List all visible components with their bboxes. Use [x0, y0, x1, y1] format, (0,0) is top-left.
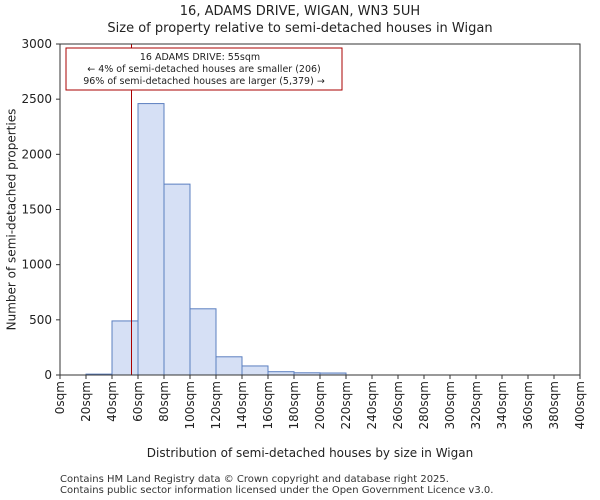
- x-tick-label: 120sqm: [209, 381, 223, 429]
- x-tick-label: 260sqm: [391, 381, 405, 429]
- x-axis-label: Distribution of semi-detached houses by …: [147, 446, 473, 460]
- x-tick-label: 380sqm: [547, 381, 561, 429]
- x-tick-label: 240sqm: [365, 381, 379, 429]
- bar-140sqm: [241, 365, 269, 376]
- x-tick-label: 0sqm: [53, 381, 67, 414]
- bar-80sqm: [163, 183, 191, 376]
- y-axis: 0 500 1000 1500 2000 2500 3000: [21, 37, 60, 382]
- annotation-line-1: 16 ADAMS DRIVE: 55sqm: [140, 52, 260, 63]
- footer-line-2: Contains public sector information licen…: [60, 485, 494, 496]
- bar-100sqm: [189, 308, 217, 376]
- y-tick-label: 1500: [21, 203, 52, 217]
- x-tick-label: 80sqm: [157, 381, 171, 422]
- bar-40sqm: [111, 320, 139, 376]
- annotation-box: [65, 47, 343, 91]
- y-axis-label: Number of semi-detached properties: [5, 109, 19, 331]
- x-tick-label: 100sqm: [183, 381, 197, 429]
- y-tick-label: 2500: [21, 92, 52, 106]
- annotation-line-3: 96% of semi-detached houses are larger (…: [83, 76, 325, 87]
- x-tick-label: 280sqm: [417, 381, 431, 429]
- x-tick-label: 320sqm: [469, 381, 483, 429]
- footer-line-1: Contains HM Land Registry data © Crown c…: [60, 474, 449, 485]
- y-tick-label: 500: [29, 313, 52, 327]
- annotation-group: 16 ADAMS DRIVE: 55sqm ← 4% of semi-detac…: [65, 47, 343, 91]
- annotation-line-2: ← 4% of semi-detached houses are smaller…: [87, 64, 321, 75]
- x-axis: 0sqm 20sqm 40sqm 60sqm 80sqm 100sqm 120sqm 140s…: [53, 375, 587, 429]
- x-tick-label: 300sqm: [443, 381, 457, 429]
- x-tick-label: 180sqm: [287, 381, 301, 429]
- bars-group: [85, 103, 347, 376]
- x-tick-label: 40sqm: [105, 381, 119, 422]
- x-tick-label: 220sqm: [339, 381, 353, 429]
- x-tick-label: 60sqm: [131, 381, 145, 422]
- x-tick-label: 20sqm: [79, 381, 93, 422]
- x-tick-label: 200sqm: [313, 381, 327, 429]
- bar-60sqm: [137, 103, 165, 376]
- x-tick-label: 340sqm: [495, 381, 509, 429]
- x-tick-label: 160sqm: [261, 381, 275, 429]
- y-tick-label: 2000: [21, 147, 52, 161]
- x-tick-label: 400sqm: [573, 381, 587, 429]
- chart-subtitle: Size of property relative to semi-detach…: [107, 21, 493, 36]
- y-tick-label: 3000: [21, 37, 52, 51]
- x-tick-label: 360sqm: [521, 381, 535, 429]
- y-tick-label: 1000: [21, 258, 52, 272]
- y-tick-label: 0: [44, 368, 52, 382]
- chart-title: 16, ADAMS DRIVE, WIGAN, WN3 5UH: [179, 4, 421, 19]
- bar-120sqm: [215, 356, 243, 376]
- x-tick-label: 140sqm: [235, 381, 249, 429]
